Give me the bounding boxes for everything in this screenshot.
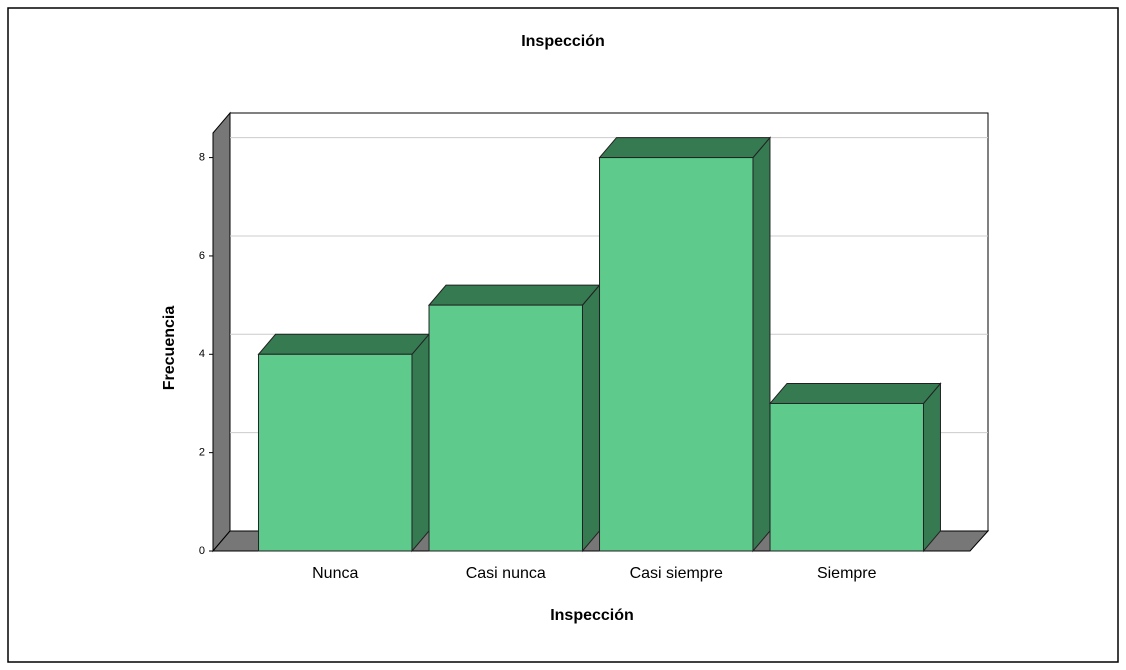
bar (258, 353, 413, 552)
x-axis-label: Inspección (550, 607, 634, 624)
bar-top (427, 284, 601, 306)
x-tick-label: Casi nunca (466, 565, 546, 582)
x-tick-label: Nunca (312, 565, 358, 582)
bar (769, 402, 924, 552)
bar-top (598, 137, 772, 159)
y-tick-label: 6 (199, 250, 205, 262)
y-tick-label: 8 (199, 151, 205, 163)
bar (428, 304, 583, 552)
y-tick-label: 4 (199, 348, 205, 360)
bar-side (752, 136, 771, 553)
x-tick-label: Siempre (817, 565, 877, 582)
side-wall (212, 111, 231, 553)
y-tick-label: 0 (199, 545, 205, 557)
y-axis-label: Frecuencia (161, 306, 178, 391)
bar (599, 157, 754, 552)
bar-top (257, 333, 431, 355)
bar-side (581, 283, 600, 553)
bar-side (922, 382, 941, 553)
y-tick-label: 2 (199, 447, 205, 459)
bar-side (411, 332, 430, 553)
bar-top (768, 382, 942, 404)
chart-title: Inspección (521, 33, 605, 50)
x-tick-label: Casi siempre (630, 565, 723, 582)
